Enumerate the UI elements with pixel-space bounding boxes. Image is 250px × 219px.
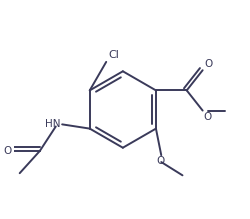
Text: O: O: [156, 156, 164, 166]
Text: O: O: [203, 112, 211, 122]
Text: Cl: Cl: [108, 50, 119, 60]
Text: O: O: [204, 59, 212, 69]
Text: O: O: [3, 146, 11, 156]
Text: HN: HN: [45, 119, 60, 129]
